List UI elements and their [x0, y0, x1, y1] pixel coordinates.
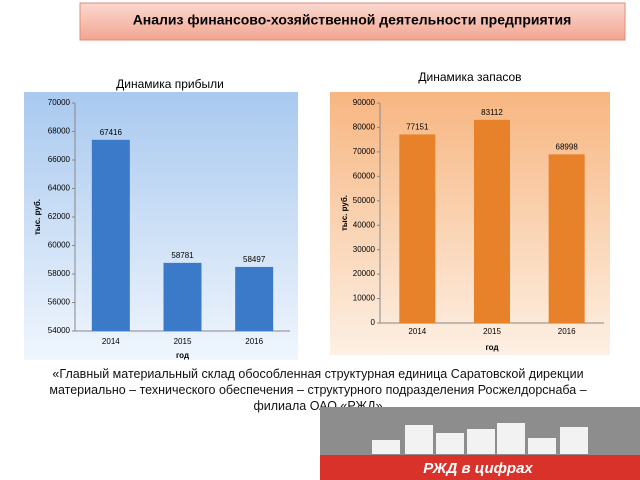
data-label: 68998	[556, 142, 579, 151]
y-tick-label: 56000	[48, 298, 71, 307]
y-tick-label: 30000	[353, 245, 376, 254]
x-tick-label: 2014	[408, 327, 426, 336]
x-axis-label: год	[176, 351, 189, 360]
y-tick-label: 62000	[48, 212, 71, 221]
data-label: 67416	[100, 128, 123, 137]
x-tick-label: 2016	[245, 337, 263, 346]
x-tick-label: 2015	[174, 337, 192, 346]
caption: «Главный материальный склад обособленная…	[49, 367, 587, 413]
y-tick-label: 50000	[353, 196, 376, 205]
y-tick-label: 68000	[48, 127, 71, 136]
bar	[235, 266, 274, 331]
y-tick-label: 80000	[353, 123, 376, 132]
y-tick-label: 0	[371, 318, 376, 327]
bar	[399, 134, 436, 323]
data-label: 58497	[243, 255, 266, 264]
header-bar	[79, 2, 626, 41]
data-label: 77151	[406, 123, 429, 132]
data-label: 83112	[481, 108, 503, 117]
y-tick-label: 60000	[353, 171, 376, 180]
header-title: Анализ финансово-хозяйственной деятельно…	[133, 12, 572, 28]
y-tick-label: 90000	[353, 98, 376, 107]
y-tick-label: 66000	[48, 155, 71, 164]
bar	[91, 139, 130, 331]
y-axis-label: тыс. руб.	[340, 195, 349, 231]
y-tick-label: 70000	[48, 98, 71, 107]
y-tick-label: 10000	[353, 294, 376, 303]
chart-title: Динамика прибыли	[116, 77, 224, 91]
bar	[474, 119, 510, 323]
y-tick-label: 40000	[353, 220, 376, 229]
bar	[548, 154, 585, 323]
y-tick-label: 64000	[48, 184, 71, 193]
y-tick-label: 70000	[353, 147, 376, 156]
y-axis-label: тыс. руб.	[33, 199, 42, 235]
x-tick-label: 2015	[483, 327, 501, 336]
bar	[163, 262, 202, 331]
data-label: 58781	[171, 251, 194, 260]
y-tick-label: 60000	[48, 241, 71, 250]
chart-title: Динамика запасов	[418, 70, 521, 84]
x-tick-label: 2016	[558, 327, 576, 336]
y-tick-label: 20000	[353, 269, 376, 278]
y-tick-label: 58000	[48, 269, 71, 278]
x-axis-label: год	[485, 343, 498, 352]
y-tick-label: 54000	[48, 326, 71, 335]
x-tick-label: 2014	[102, 337, 120, 346]
